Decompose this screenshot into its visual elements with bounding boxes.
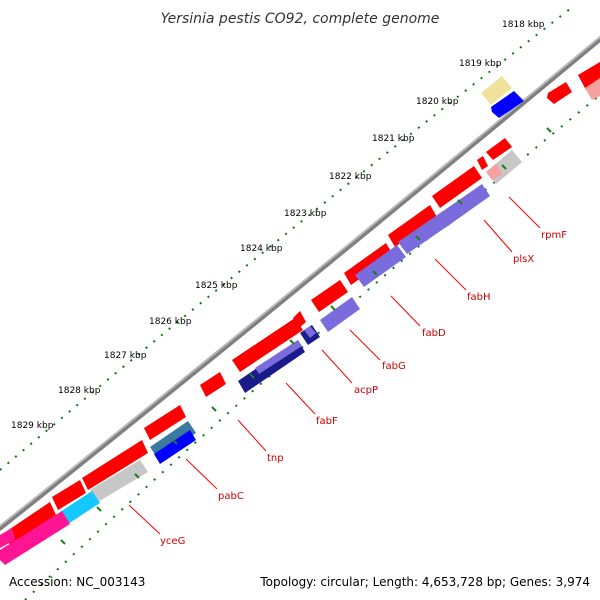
gene-label-fabH: fabH (467, 292, 491, 303)
gene-label-fabG: fabG (382, 361, 406, 372)
genome-summary: Topology: circular; Length: 4,653,728 bp… (259, 575, 590, 589)
accession-label: Accession: NC_003143 (9, 575, 145, 589)
tick-label: 1827 kbp (104, 351, 147, 361)
map-title: Yersinia pestis CO92, complete genome (161, 11, 440, 27)
tick-ring-inner (24, 94, 600, 600)
genome-backbone (0, 35, 600, 532)
gene-label-pabC: pabC (218, 491, 244, 502)
tick-label: 1825 kbp (195, 281, 238, 291)
tick-label: 1829 kbp (11, 421, 54, 431)
tick-label: 1823 kbp (284, 209, 327, 219)
gene-label-plsX: plsX (513, 254, 534, 265)
gene-label-acpP: acpP (354, 385, 378, 396)
gene-label-fabD: fabD (422, 328, 446, 339)
tick-label: 1824 kbp (240, 244, 283, 254)
tick-label: 1818 kbp (502, 20, 545, 30)
gene-labels: rpmF plsX fabH fabD fabG acpP fabF tnp p… (160, 230, 567, 547)
gene-label-rpmF: rpmF (541, 230, 567, 241)
tick-label: 1821 kbp (372, 134, 415, 144)
tick-label: 1826 kbp (149, 317, 192, 327)
kbp-tick-labels: 1818 kbp 1819 kbp 1820 kbp 1821 kbp 1822… (11, 20, 545, 431)
inner-tick-marks (60, 127, 552, 545)
tick-label: 1820 kbp (416, 97, 459, 107)
tick-label: 1819 kbp (459, 59, 502, 69)
tick-label: 1822 kbp (329, 172, 372, 182)
gene-label-tnp: tnp (267, 453, 284, 464)
tick-ring-outer (0, 4, 576, 471)
gene-label-yceG: yceG (160, 536, 185, 547)
genome-backbone-highlight (0, 36, 600, 527)
tick-label: 1828 kbp (58, 386, 101, 396)
gene-label-fabF: fabF (316, 416, 338, 427)
gene-callout-lines (128, 196, 541, 535)
